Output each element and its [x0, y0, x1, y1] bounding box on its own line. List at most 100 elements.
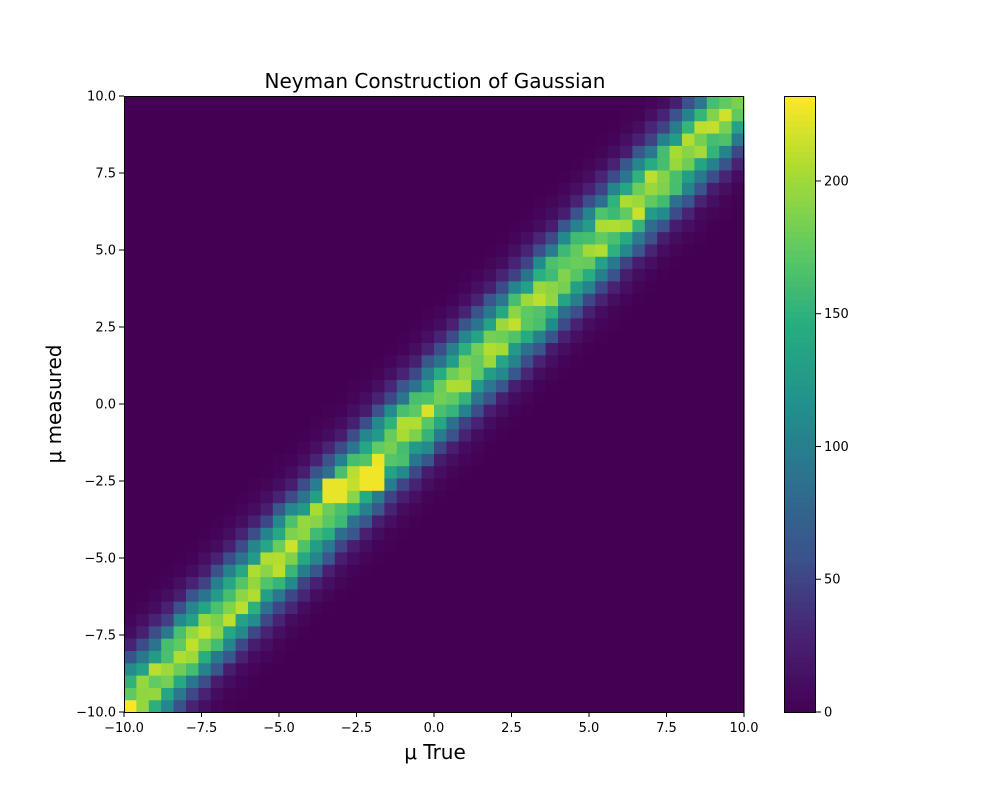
heatmap-cell — [471, 391, 485, 405]
heatmap-cell — [372, 440, 385, 454]
heatmap-cell — [706, 293, 720, 307]
heatmap-cell — [210, 638, 224, 651]
heatmap-cell — [260, 440, 274, 454]
colorbar-strip — [784, 225, 816, 233]
heatmap-cell — [682, 120, 695, 134]
heatmap-cell — [347, 588, 361, 602]
heatmap-cell — [384, 440, 398, 454]
heatmap-cell — [520, 256, 534, 270]
heatmap-cell — [148, 243, 162, 257]
heatmap-cell — [570, 601, 584, 615]
heatmap-cell — [632, 391, 646, 405]
heatmap-cell — [496, 206, 509, 220]
heatmap-cell — [384, 342, 398, 356]
colorbar-frame — [784, 96, 816, 713]
heatmap-cell — [260, 367, 274, 380]
heatmap-cell — [582, 108, 596, 122]
heatmap-cell — [186, 514, 199, 528]
heatmap-cell — [669, 206, 683, 220]
heatmap-cell — [310, 330, 323, 343]
heatmap-cell — [446, 391, 460, 405]
heatmap-cell — [136, 367, 150, 380]
heatmap-cell — [545, 477, 559, 491]
heatmap-cell — [347, 490, 361, 504]
heatmap-cell — [657, 256, 671, 270]
heatmap-cell — [508, 440, 522, 454]
heatmap-cell — [669, 145, 683, 159]
heatmap-cell — [359, 514, 373, 528]
heatmap-cell — [496, 638, 509, 651]
heatmap-cell — [545, 145, 559, 159]
heatmap-cell — [297, 601, 311, 615]
heatmap-cell — [409, 428, 423, 442]
heatmap-cell — [620, 342, 633, 356]
heatmap-cell — [731, 256, 745, 270]
heatmap-cell — [719, 576, 733, 590]
heatmap-cell — [458, 132, 472, 146]
heatmap-cell — [347, 391, 361, 405]
heatmap-cell — [372, 305, 385, 319]
colorbar-strip — [784, 434, 816, 442]
heatmap-cell — [260, 379, 274, 393]
heatmap-cell — [260, 305, 274, 319]
heatmap-cell — [310, 551, 323, 565]
heatmap-cell — [359, 219, 373, 233]
heatmap-cell — [483, 588, 497, 602]
colorbar-strip — [784, 151, 816, 159]
colorbar-strip — [784, 607, 816, 615]
heatmap-cell — [248, 650, 261, 664]
heatmap-cell — [483, 256, 497, 270]
heatmap-cell — [210, 96, 224, 109]
colorbar-strip — [784, 570, 816, 578]
heatmap-cell — [545, 280, 559, 294]
heatmap-cell — [483, 120, 497, 134]
heatmap-cell — [471, 293, 485, 307]
heatmap-cell — [334, 108, 348, 122]
heatmap-cell — [322, 219, 336, 233]
heatmap-cell — [297, 194, 311, 208]
heatmap-cell — [210, 194, 224, 208]
heatmap-cell — [657, 108, 671, 122]
heatmap-cell — [173, 490, 187, 504]
heatmap-cell — [124, 342, 137, 356]
heatmap-cell — [198, 576, 212, 590]
heatmap-cell — [434, 206, 447, 220]
heatmap-cell — [235, 206, 249, 220]
colorbar-strip — [784, 108, 816, 116]
heatmap-cell — [644, 132, 658, 146]
heatmap-cell — [272, 440, 286, 454]
heatmap-cell — [731, 576, 745, 590]
heatmap-cell — [434, 650, 447, 664]
heatmap-cell — [719, 514, 733, 528]
heatmap-cell — [421, 354, 435, 368]
heatmap-cell — [595, 551, 609, 565]
y-tick-label: −10.0 — [76, 706, 116, 721]
heatmap-cell — [421, 576, 435, 590]
heatmap-cell — [297, 675, 311, 688]
heatmap-cell — [198, 182, 212, 196]
heatmap-cell — [434, 132, 447, 146]
heatmap-cell — [582, 206, 596, 220]
heatmap-cell — [657, 145, 671, 159]
heatmap-cell — [124, 132, 137, 146]
heatmap-cell — [260, 477, 274, 491]
heatmap-cell — [297, 404, 311, 417]
heatmap-cell — [434, 453, 447, 467]
heatmap-cell — [198, 145, 212, 159]
heatmap-cell — [384, 527, 398, 541]
heatmap-cell — [434, 539, 447, 553]
heatmap-cell — [508, 280, 522, 294]
heatmap-cell — [558, 317, 571, 331]
heatmap-cell — [558, 514, 571, 528]
heatmap-cell — [248, 416, 261, 430]
heatmap-cell — [384, 145, 398, 159]
colorbar-strip — [784, 447, 816, 454]
heatmap-cell — [372, 613, 385, 627]
heatmap-cell — [483, 132, 497, 146]
y-tick-label: −5.0 — [84, 552, 116, 567]
heatmap-cell — [483, 551, 497, 565]
heatmap-cell — [248, 527, 261, 541]
heatmap-cell — [136, 157, 150, 171]
heatmap-cell — [483, 625, 497, 639]
heatmap-cell — [359, 613, 373, 627]
